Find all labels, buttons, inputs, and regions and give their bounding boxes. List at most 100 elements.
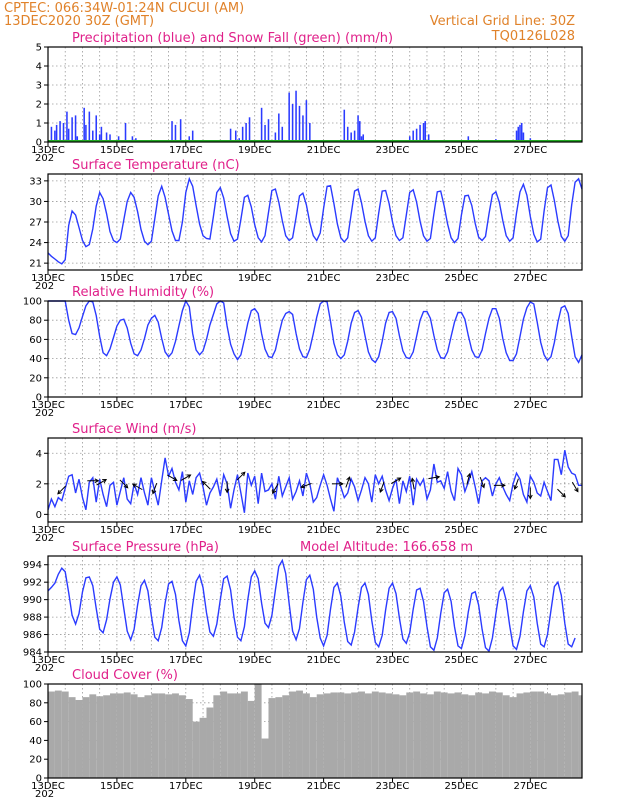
y-tick-label: 0 xyxy=(36,393,42,404)
wind-arrow xyxy=(345,476,351,488)
cloud-bar xyxy=(289,691,297,778)
wind-arrow-head xyxy=(513,484,518,490)
x-tick-label: 13DEC xyxy=(31,781,65,792)
plot-frame xyxy=(47,437,583,523)
x-tick-label: 19DEC xyxy=(238,781,272,792)
precip-bar xyxy=(517,126,520,142)
wind-arrow xyxy=(96,479,108,486)
x-tick-label: 17DEC xyxy=(169,145,203,156)
wind-arrow xyxy=(119,479,129,489)
precip-bar xyxy=(124,123,127,142)
precip-bar xyxy=(274,132,277,142)
wind-arrow xyxy=(236,471,246,481)
precip-bar xyxy=(264,124,266,142)
precip-bar xyxy=(131,136,134,142)
cloud-bar xyxy=(351,692,359,778)
precip-bar xyxy=(519,124,521,142)
cloud-bar xyxy=(468,695,476,778)
cloud-bar xyxy=(330,692,338,778)
precip-bar xyxy=(105,132,108,142)
y-tick-label: 994 xyxy=(23,560,42,571)
cloud-bar xyxy=(502,695,510,778)
cloud-bar xyxy=(557,694,565,778)
cloud-bar xyxy=(571,691,579,778)
wind-arrow-shaft xyxy=(132,483,143,491)
precip-bar xyxy=(298,105,301,142)
panel-title: Precipitation (blue) and Snow Fall (gree… xyxy=(72,31,393,46)
cloud-bar xyxy=(461,694,469,778)
panel-title: Surface Temperature (nC) xyxy=(72,158,240,173)
y-tick-label: 5 xyxy=(36,43,42,54)
plot-frame xyxy=(47,46,583,143)
precip-bar xyxy=(88,111,91,142)
y-tick-label: 33 xyxy=(29,176,42,187)
x-tick-label: 17DEC xyxy=(169,655,203,666)
precip-bar xyxy=(245,123,247,142)
wind-arrow-head xyxy=(186,474,192,479)
precip-bar xyxy=(171,121,173,142)
x-tick-label: 17DEC xyxy=(169,400,203,411)
cloud-bar xyxy=(220,691,228,778)
cloud-bar xyxy=(316,694,324,778)
plot-frame xyxy=(47,683,583,779)
y-tick-label: 40 xyxy=(29,736,42,747)
panel-title: Relative Humidity (%) xyxy=(72,285,214,300)
cloud-bar xyxy=(61,691,69,778)
precip-bar xyxy=(74,115,77,142)
wind-arrow xyxy=(180,474,192,481)
cloud-bar xyxy=(426,694,434,778)
cloud-bar xyxy=(240,691,248,778)
wind-line xyxy=(47,450,582,513)
cloud-bar xyxy=(192,721,200,778)
precip-bar xyxy=(100,126,103,142)
wind-arrow-shaft xyxy=(152,483,158,494)
cloud-bar xyxy=(110,693,117,778)
y-tick-label: 60 xyxy=(29,717,42,728)
cloud-bar xyxy=(199,717,207,778)
cloud-bar xyxy=(385,693,393,778)
x-tick-label: 27DEC xyxy=(513,273,547,284)
wind-arrow-head xyxy=(94,478,100,484)
x-tick-label: 13DEC xyxy=(31,273,65,284)
precip-bar xyxy=(515,130,518,142)
cloud-bar xyxy=(178,695,186,778)
y-tick-label: 0 xyxy=(36,138,42,149)
cloud-bar xyxy=(275,697,283,778)
wind-arrow-shaft xyxy=(202,481,211,490)
cloud-bar xyxy=(344,693,352,778)
year-label: 202 xyxy=(35,663,54,674)
precip-bar xyxy=(109,134,111,142)
wind-arrow-shaft xyxy=(96,479,107,486)
y-tick-label: 100 xyxy=(23,297,42,308)
precip-bar xyxy=(188,136,191,142)
cloud-bar xyxy=(399,695,407,778)
x-tick-label: 19DEC xyxy=(238,145,272,156)
precip-bar xyxy=(467,136,470,142)
header-date: 13DEC2020 30Z (GMT) xyxy=(4,14,154,29)
cloud-bar xyxy=(530,691,538,778)
temp-line xyxy=(47,176,583,265)
cloud-bar xyxy=(413,691,421,778)
precip-bar xyxy=(520,123,523,142)
wind-arrow-shaft xyxy=(379,481,385,493)
plot-frame xyxy=(47,300,583,398)
wind-arrow-shaft xyxy=(119,479,129,489)
wind-arrow-head xyxy=(435,475,441,480)
cloud-bar xyxy=(578,695,582,778)
year-label: 202 xyxy=(35,533,54,544)
x-tick-label: 13DEC xyxy=(31,525,65,536)
y-tick-label: 2 xyxy=(36,479,42,490)
wind-arrow xyxy=(300,482,312,489)
precip-bar xyxy=(412,130,414,142)
precip-bar xyxy=(83,107,85,142)
x-tick-label: 25DEC xyxy=(445,525,479,536)
precip-bar xyxy=(117,136,120,142)
rh-line xyxy=(48,299,583,364)
cloud-bar xyxy=(433,691,441,778)
precip-bar xyxy=(54,130,56,142)
wind-arrow-shaft xyxy=(479,476,485,488)
y-tick-label: 20 xyxy=(29,373,42,384)
y-tick-label: 984 xyxy=(23,648,42,659)
cloud-bar xyxy=(227,693,235,778)
x-tick-label: 15DEC xyxy=(100,655,134,666)
